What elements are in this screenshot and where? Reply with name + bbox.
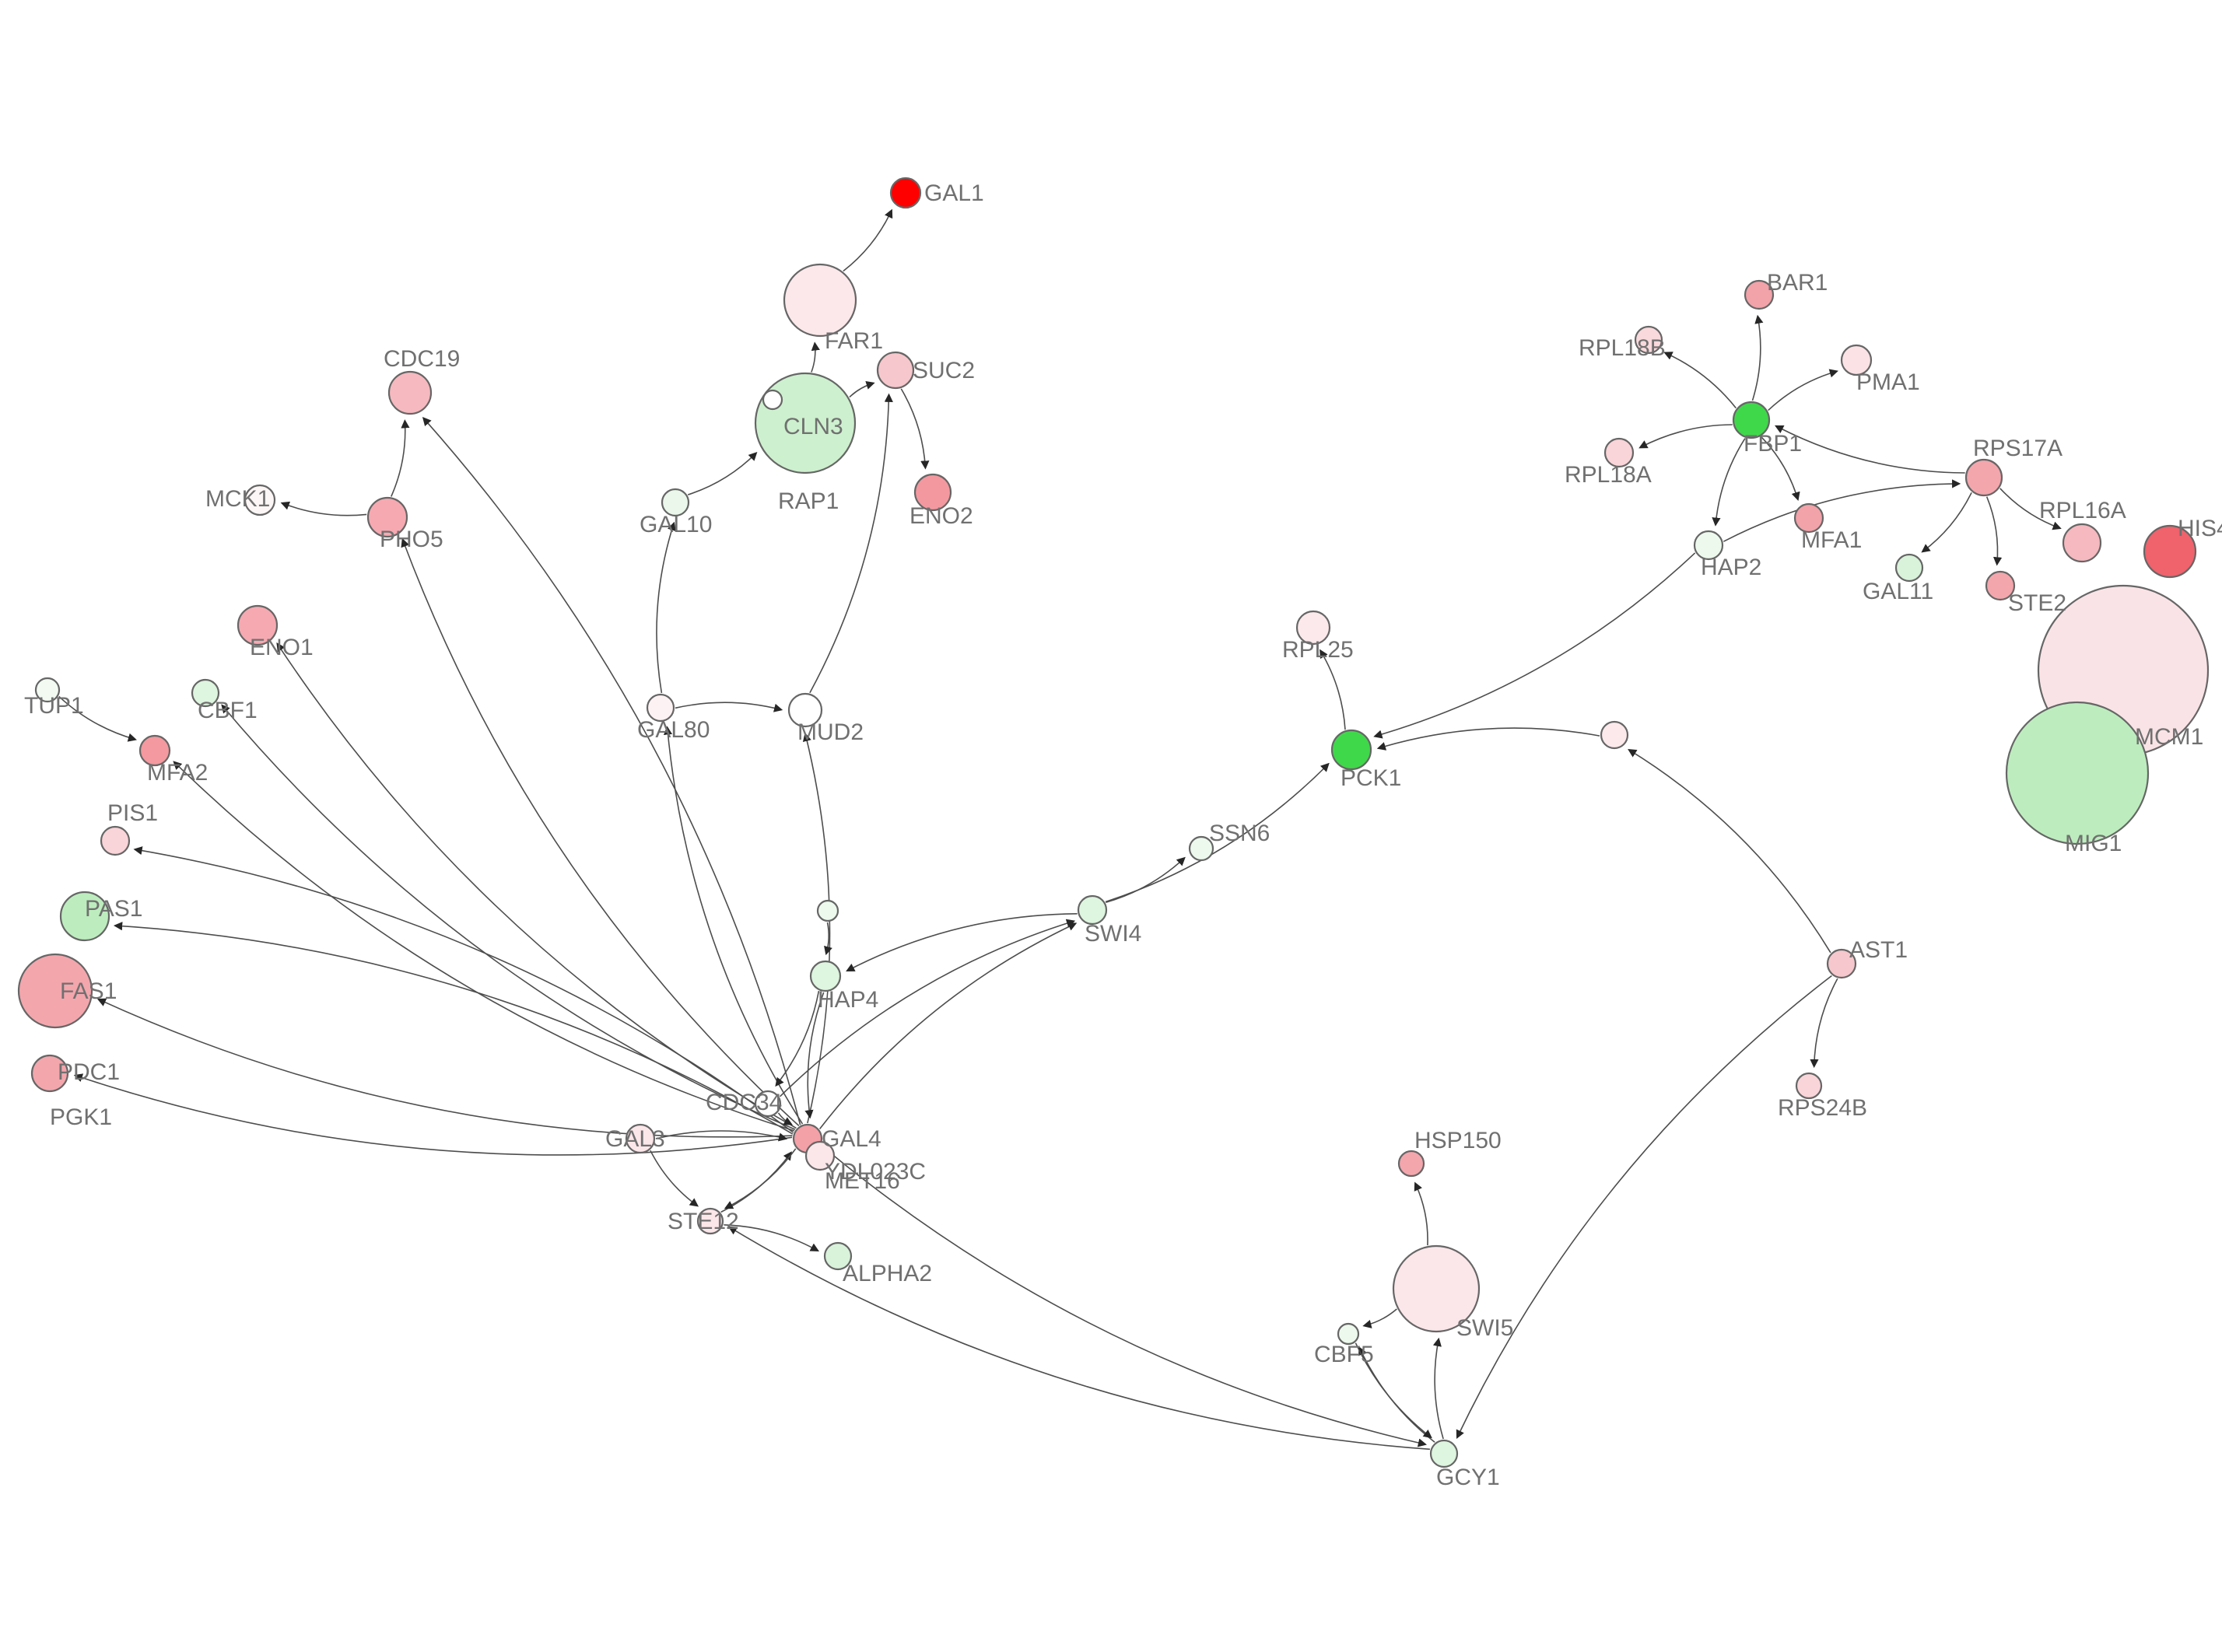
svg-text:AST1: AST1: [1849, 937, 1908, 963]
svg-text:RPL18A: RPL18A: [1565, 462, 1652, 488]
svg-text:GAL80: GAL80: [637, 717, 710, 743]
svg-text:HAP4: HAP4: [818, 987, 878, 1013]
svg-text:SUC2: SUC2: [913, 358, 975, 383]
svg-text:MCK1: MCK1: [205, 486, 270, 512]
svg-text:SSN6: SSN6: [1209, 821, 1270, 846]
svg-text:CDC19: CDC19: [384, 346, 460, 372]
svg-text:PHO5: PHO5: [380, 527, 443, 552]
svg-text:PIS1: PIS1: [107, 800, 158, 826]
svg-text:BAR1: BAR1: [1767, 270, 1828, 296]
svg-text:STE2: STE2: [2008, 590, 2066, 616]
svg-text:RPL18B: RPL18B: [1579, 335, 1666, 361]
svg-text:ENO2: ENO2: [909, 503, 973, 529]
svg-text:SWI5: SWI5: [1456, 1315, 1513, 1341]
svg-text:TUP1: TUP1: [24, 693, 84, 719]
svg-text:GAL10: GAL10: [640, 512, 712, 537]
svg-text:PDC1: PDC1: [58, 1059, 120, 1085]
svg-text:STE12: STE12: [668, 1209, 739, 1234]
svg-text:ALPHA2: ALPHA2: [843, 1261, 932, 1286]
svg-text:RAP1: RAP1: [778, 488, 839, 514]
svg-text:HAP2: HAP2: [1701, 555, 1761, 580]
svg-text:MCM1: MCM1: [2135, 724, 2203, 750]
svg-text:SWI4: SWI4: [1085, 921, 1141, 947]
svg-text:FBP1: FBP1: [1744, 431, 1802, 457]
svg-text:CLN3: CLN3: [783, 414, 843, 439]
svg-text:HIS4: HIS4: [2178, 516, 2222, 541]
svg-text:MUD2: MUD2: [797, 719, 864, 745]
svg-text:PGK1: PGK1: [50, 1104, 112, 1130]
svg-text:MFA1: MFA1: [1801, 527, 1862, 553]
svg-text:CBF1: CBF1: [198, 698, 258, 723]
svg-text:RPS24B: RPS24B: [1778, 1095, 1867, 1121]
svg-text:FAR1: FAR1: [825, 328, 883, 354]
svg-text:GAL11: GAL11: [1863, 579, 1933, 604]
svg-text:CDC34: CDC34: [706, 1090, 782, 1115]
svg-text:GCY1: GCY1: [1436, 1465, 1500, 1490]
svg-text:MET16: MET16: [825, 1168, 900, 1194]
svg-text:PAS1: PAS1: [85, 896, 143, 922]
svg-text:GAL3: GAL3: [605, 1126, 665, 1152]
svg-text:CBF5: CBF5: [1314, 1342, 1374, 1367]
svg-text:FAS1: FAS1: [60, 978, 117, 1004]
svg-text:RPL16A: RPL16A: [2039, 498, 2126, 523]
svg-text:GAL1: GAL1: [924, 180, 984, 206]
svg-text:HSP150: HSP150: [1414, 1128, 1502, 1153]
svg-text:PMA1: PMA1: [1856, 369, 1920, 395]
svg-text:MIG1: MIG1: [2065, 831, 2122, 856]
svg-text:PCK1: PCK1: [1341, 765, 1401, 791]
svg-text:ENO1: ENO1: [250, 635, 314, 660]
svg-text:GAL4: GAL4: [822, 1126, 881, 1152]
svg-text:RPL25: RPL25: [1282, 637, 1354, 663]
svg-text:RPS17A: RPS17A: [1973, 436, 2063, 461]
svg-text:MFA2: MFA2: [147, 760, 208, 786]
